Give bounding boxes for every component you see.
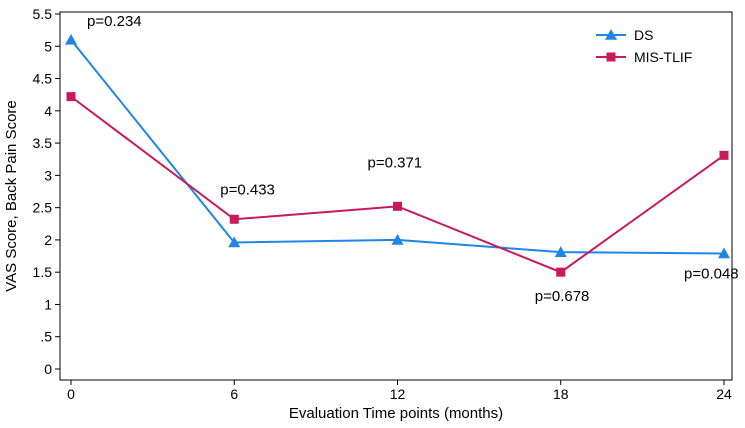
- y-tick-label: .5: [40, 329, 52, 345]
- x-axis: 0 6 12 18 24: [67, 380, 732, 402]
- y-tick-label: 3: [44, 167, 52, 183]
- y-axis: 0 .5 1 1.5 2 2.5 3 3.5 4 4.5 5 5.5: [33, 6, 60, 377]
- p-value-annotation: p=0.433: [220, 181, 275, 198]
- legend-marker: [605, 29, 617, 40]
- legend-marker: [606, 52, 616, 62]
- plot-area: [59, 11, 733, 381]
- y-tick-label: 1: [44, 296, 52, 312]
- data-point: [391, 233, 404, 245]
- y-tick-label: 4: [44, 103, 52, 119]
- legend-label: DS: [634, 27, 653, 43]
- data-point: [228, 236, 241, 248]
- y-tick-label: 5: [44, 38, 52, 54]
- p-value-annotation: p=0.234: [87, 13, 142, 30]
- x-tick-label: 12: [390, 386, 406, 402]
- data-point: [718, 247, 730, 259]
- p-value-annotation: p=0.048: [684, 265, 739, 282]
- series-mis-tlif: [66, 92, 729, 277]
- y-tick-label: 2: [44, 232, 52, 248]
- x-tick-label: 18: [553, 386, 569, 402]
- y-tick-label: 5.5: [33, 6, 53, 22]
- legend: DS MIS-TLIF: [596, 27, 692, 65]
- x-tick-label: 24: [716, 386, 732, 402]
- y-axis-title: VAS Score, Back Pain Score: [3, 100, 20, 291]
- y-tick-label: 2.5: [33, 200, 53, 216]
- y-tick-label: 3.5: [33, 135, 53, 151]
- p-value-annotation: p=0.371: [368, 154, 423, 171]
- data-point: [554, 246, 567, 257]
- data-point: [66, 92, 76, 102]
- data-point: [65, 33, 77, 45]
- x-axis-title: Evaluation Time points (months): [289, 405, 503, 422]
- y-tick-label: 0: [44, 361, 52, 377]
- series-line: [70, 39, 725, 255]
- annotations: p=0.234 p=0.433 p=0.371 p=0.678 p=0.048: [87, 13, 739, 305]
- data-point: [229, 214, 239, 224]
- plot-frame: [59, 11, 733, 381]
- p-value-annotation: p=0.678: [535, 288, 590, 305]
- legend-label: MIS-TLIF: [634, 49, 692, 65]
- series-layer: [65, 33, 730, 277]
- series-line: [70, 95, 725, 274]
- y-tick-label: 4.5: [33, 71, 53, 87]
- y-tick-label: 1.5: [33, 264, 53, 280]
- data-point: [393, 201, 402, 211]
- x-tick-label: 0: [67, 386, 75, 402]
- data-point: [719, 150, 729, 160]
- x-tick-label: 6: [230, 386, 238, 402]
- data-point: [556, 267, 566, 277]
- series-ds: [65, 33, 730, 259]
